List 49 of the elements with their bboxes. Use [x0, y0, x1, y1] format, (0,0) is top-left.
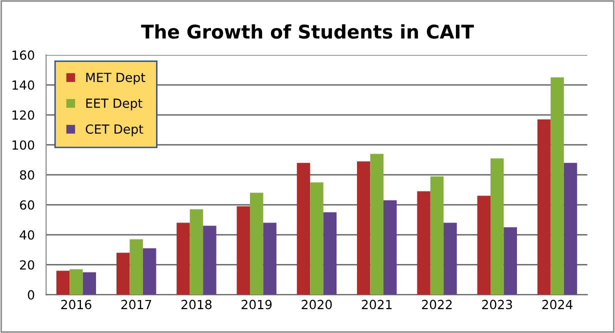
bar — [383, 200, 397, 295]
bar — [250, 192, 264, 295]
y-tick-label: 80 — [20, 170, 34, 180]
x-tick-label: 2018 — [181, 300, 212, 310]
x-tick-label: 2020 — [302, 300, 332, 310]
bar — [370, 154, 384, 295]
bar — [82, 272, 96, 295]
bar — [550, 77, 564, 295]
legend-label: CET Dept — [86, 124, 144, 136]
legend-label: EET Dept — [86, 98, 142, 110]
bar — [116, 252, 130, 295]
bar — [417, 191, 430, 295]
x-tick-label: 2016 — [61, 300, 92, 310]
bar — [490, 158, 504, 295]
bar — [203, 226, 216, 295]
bar — [537, 119, 551, 295]
y-tick-label: 100 — [12, 140, 34, 150]
x-tick-label: 2024 — [542, 300, 572, 310]
bar — [236, 206, 250, 295]
bar — [323, 212, 337, 295]
bar — [477, 196, 491, 295]
chart-title: The Growth of Students in CAIT — [141, 24, 474, 39]
y-tick-label: 60 — [20, 200, 34, 210]
y-tick-label: 20 — [20, 260, 34, 270]
x-tick-label: 2017 — [121, 300, 152, 310]
bar — [310, 182, 324, 295]
x-tick-label: 2021 — [362, 300, 392, 310]
y-tick-label: 0 — [28, 290, 34, 300]
bar — [444, 222, 457, 295]
x-tick-label: 2023 — [482, 300, 512, 310]
legend-label: MET Dept — [86, 72, 146, 85]
y-tick-label: 140 — [12, 80, 34, 90]
x-tick-label: 2022 — [422, 300, 452, 310]
bar — [142, 248, 156, 295]
y-tick-label: 160 — [12, 50, 34, 60]
bar — [56, 270, 70, 295]
bar — [296, 162, 310, 295]
bar — [430, 176, 444, 295]
bar — [504, 227, 517, 295]
bar — [357, 161, 370, 295]
bar — [176, 222, 190, 295]
bar — [190, 209, 204, 295]
bar — [263, 222, 276, 295]
y-tick-label: 120 — [12, 110, 34, 120]
bar — [564, 162, 578, 295]
y-tick-label: 40 — [20, 230, 34, 240]
bar — [70, 269, 83, 295]
x-tick-label: 2019 — [242, 300, 272, 310]
bar — [130, 239, 143, 295]
